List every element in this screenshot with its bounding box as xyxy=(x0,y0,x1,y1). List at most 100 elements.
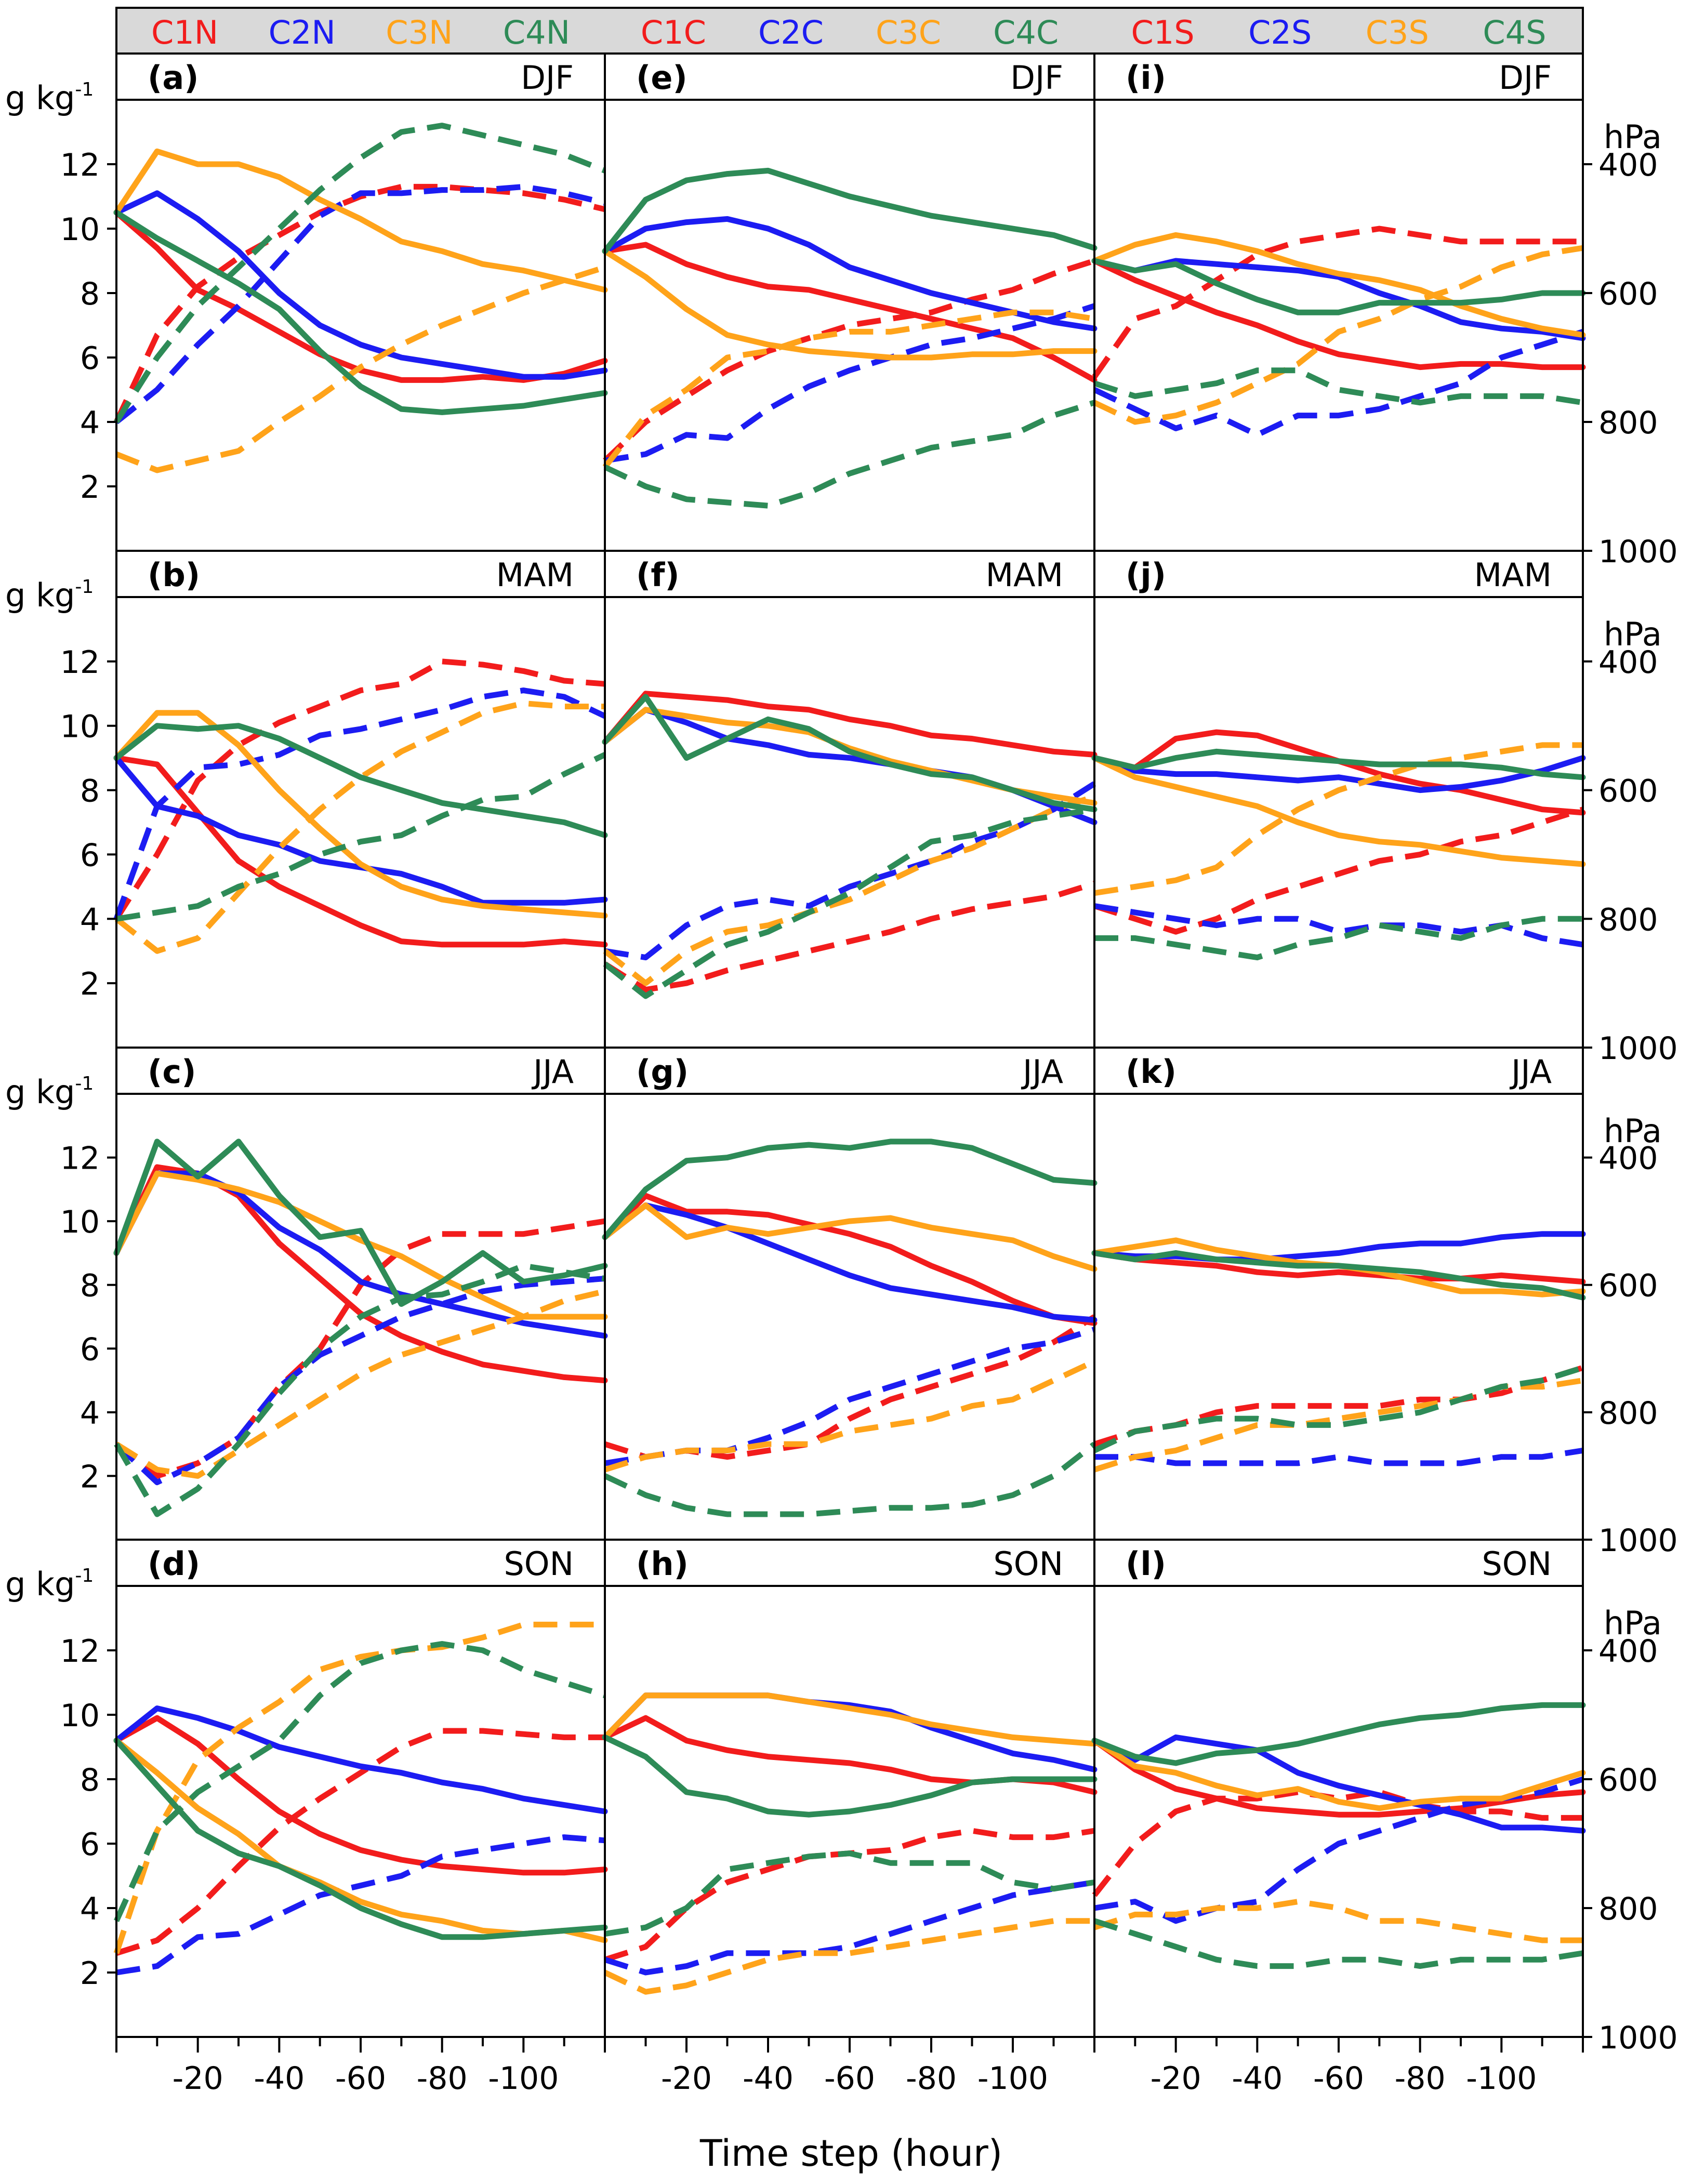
data-lines xyxy=(113,123,1586,1995)
series-c2n-pressure-line xyxy=(116,1834,605,1976)
panel-frame xyxy=(115,52,606,552)
y-right-tick-label: 400 xyxy=(1598,644,1658,681)
y-right-tick-label: 600 xyxy=(1598,276,1658,312)
series-c4c-pressure-line xyxy=(603,400,1095,509)
y-right-unit: hPa xyxy=(1604,1604,1662,1642)
panel-season: MAM xyxy=(986,556,1063,594)
series-c4c-pressure-line xyxy=(603,806,1095,999)
series-c1c-humidity-line xyxy=(602,1193,1098,1326)
y-right-tick-label: 600 xyxy=(1598,1762,1658,1798)
series-c3s-humidity-line xyxy=(1091,1738,1586,1811)
series-c4n-humidity-line xyxy=(113,1738,608,1940)
y-left-unit-exponent: -1 xyxy=(75,1565,94,1586)
legend-entry-c4c: C4C xyxy=(993,14,1059,51)
legend-entry-c1s: C1S xyxy=(1131,14,1195,51)
series-c2c-humidity-line xyxy=(602,1202,1098,1323)
series-c3c-pressure-line xyxy=(603,1918,1094,1995)
panel-season: DJF xyxy=(1010,59,1063,97)
x-tick-label: -20 xyxy=(661,2060,712,2097)
series-c4c-pressure-line xyxy=(604,1850,1095,1937)
series-c2s-pressure-line xyxy=(1094,1447,1583,1466)
y-left-unit: g kg-1 xyxy=(5,1565,94,1603)
y-right-tick-label: 1000 xyxy=(1598,1030,1678,1067)
panel-season: DJF xyxy=(521,59,574,97)
series-c4s-pressure-line xyxy=(1093,1365,1584,1453)
legend-band xyxy=(115,7,1584,55)
y-left-tick-label: 4 xyxy=(80,1891,100,1927)
y-left-tick-label: 10 xyxy=(60,211,100,248)
series-c3n-pressure-line xyxy=(113,1621,605,1954)
panel-label: (f) xyxy=(636,556,680,594)
plot-frames xyxy=(107,52,1592,2053)
y-right-tick-label: 400 xyxy=(1598,1633,1658,1670)
y-left-tick-label: 10 xyxy=(60,1698,100,1734)
series-c2s-humidity-line xyxy=(1091,755,1586,793)
y-right-tick-label: 800 xyxy=(1598,405,1658,441)
series-c4s-humidity-line xyxy=(1091,258,1586,315)
panel-season: JJA xyxy=(1021,1053,1063,1091)
series-c4c-humidity-line xyxy=(602,167,1098,254)
series-c4s-pressure-line xyxy=(1094,916,1583,961)
series-c3s-pressure-line xyxy=(1093,245,1583,425)
y-right-tick-label: 800 xyxy=(1598,1891,1658,1927)
series-c2s-humidity-line xyxy=(1091,1231,1586,1263)
legend-entry-c3c: C3C xyxy=(876,14,941,51)
legend-entry-c2c: C2C xyxy=(758,14,824,51)
series-c4s-pressure-line xyxy=(1093,1918,1583,1969)
legend-entry-c2n: C2N xyxy=(269,14,336,51)
series-c1c-pressure-line xyxy=(604,1828,1095,1963)
x-tick-label: -20 xyxy=(173,2060,223,2097)
series-c1s-humidity-line xyxy=(1091,258,1586,370)
y-left-tick-label: 2 xyxy=(80,1955,100,1992)
y-left-tick-label: 12 xyxy=(60,644,100,681)
y-left-tick-label: 4 xyxy=(80,902,100,938)
series-c1s-pressure-line xyxy=(1093,806,1584,935)
series-c1n-humidity-line xyxy=(113,1715,608,1876)
series-c1n-humidity-line xyxy=(113,1164,608,1384)
series-c1n-humidity-line xyxy=(113,755,608,948)
x-tick-label: -80 xyxy=(417,2060,468,2097)
series-c3s-pressure-line xyxy=(1094,742,1583,896)
series-c4s-humidity-line xyxy=(1091,1702,1586,1766)
series-c2s-pressure-line xyxy=(1094,903,1583,948)
legend-entry-c3s: C3S xyxy=(1366,14,1429,51)
y-left-tick-label: 4 xyxy=(80,1395,100,1432)
plot-labels: C1N C2N C3N C4N C1C C2C C3C C4C C1S C2S C3S C4S (a) D… xyxy=(5,14,1678,2097)
series-c1s-pressure-line xyxy=(1092,226,1583,379)
series-c4n-pressure-line xyxy=(113,1641,606,1923)
legend-entry-c3n: C3N xyxy=(386,14,453,51)
series-c4c-humidity-line xyxy=(602,694,1098,813)
y-left-tick-label: 12 xyxy=(60,1141,100,1177)
y-left-unit: g kg-1 xyxy=(5,1073,94,1111)
legend-entry-c4n: C4N xyxy=(503,14,570,51)
panel-label: (l) xyxy=(1126,1545,1166,1583)
panel-season: JJA xyxy=(531,1053,574,1091)
y-right-unit: hPa xyxy=(1604,1112,1662,1150)
series-c3c-humidity-line xyxy=(602,1202,1098,1272)
panel-season: DJF xyxy=(1499,59,1552,97)
series-c1c-pressure-line xyxy=(603,258,1095,463)
series-c1s-pressure-line xyxy=(1093,1365,1584,1447)
x-tick-label: -40 xyxy=(1232,2060,1283,2097)
series-c3n-pressure-line xyxy=(115,264,606,473)
series-c4n-humidity-line xyxy=(113,1139,608,1307)
y-right-tick-label: 800 xyxy=(1598,902,1658,938)
x-tick-label: -100 xyxy=(488,2060,559,2097)
series-c3c-pressure-line xyxy=(603,793,1095,986)
series-c2n-pressure-line xyxy=(114,1276,605,1486)
y-left-tick-label: 6 xyxy=(80,837,100,873)
series-c3s-humidity-line xyxy=(1091,755,1586,867)
x-tick-label: -20 xyxy=(1151,2060,1201,2097)
x-tick-label: -60 xyxy=(1313,2060,1364,2097)
y-left-unit: g kg-1 xyxy=(5,576,94,614)
y-left-tick-label: 6 xyxy=(80,340,100,377)
panel-label: (g) xyxy=(636,1053,689,1091)
y-left-tick-label: 8 xyxy=(80,1268,100,1304)
y-right-tick-label: 600 xyxy=(1598,1268,1658,1304)
panel-frame xyxy=(1093,52,1584,552)
series-c2c-humidity-line xyxy=(602,216,1098,332)
y-right-tick-label: 600 xyxy=(1598,773,1658,810)
x-tick-label: -40 xyxy=(254,2060,305,2097)
panel-label: (e) xyxy=(636,59,688,97)
y-left-tick-label: 4 xyxy=(80,405,100,441)
